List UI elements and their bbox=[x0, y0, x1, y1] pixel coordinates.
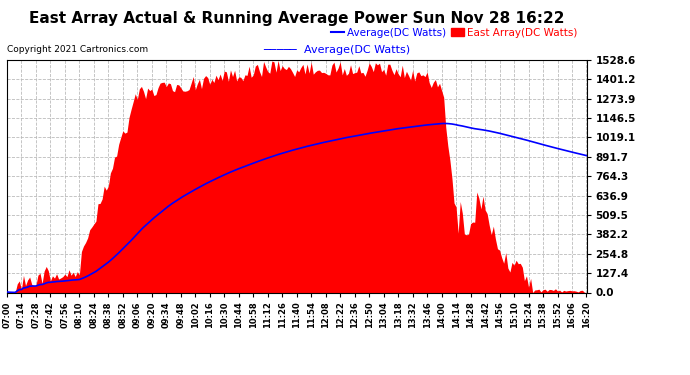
Text: Copyright 2021 Cartronics.com: Copyright 2021 Cartronics.com bbox=[7, 45, 148, 54]
Legend: Average(DC Watts), East Array(DC Watts): Average(DC Watts), East Array(DC Watts) bbox=[327, 23, 581, 42]
Text: Average(DC Watts): Average(DC Watts) bbox=[304, 45, 410, 55]
Text: ─────: ───── bbox=[263, 45, 304, 55]
Text: East Array Actual & Running Average Power Sun Nov 28 16:22: East Array Actual & Running Average Powe… bbox=[29, 11, 564, 26]
